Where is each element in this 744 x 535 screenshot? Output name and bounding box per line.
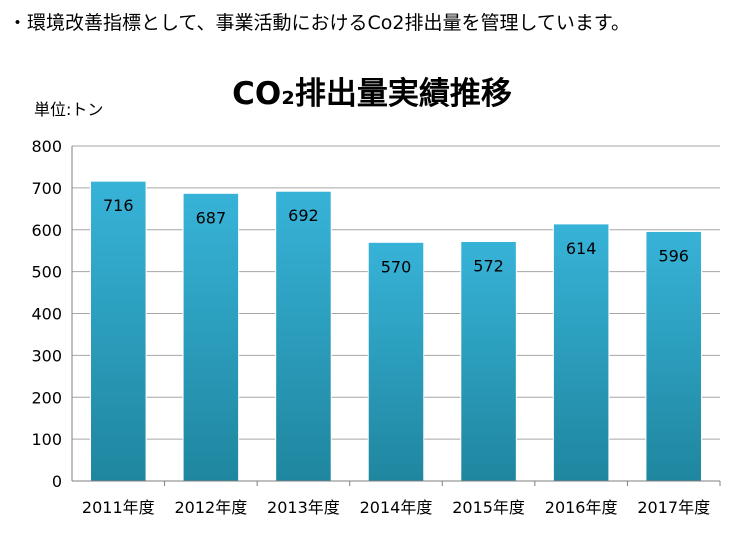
- y-tick-label: 400: [31, 305, 62, 324]
- y-tick-label: 700: [31, 179, 62, 198]
- bar: [182, 192, 240, 482]
- data-label: 596: [658, 246, 689, 265]
- y-tick-label: 300: [31, 346, 62, 365]
- y-tick-label: 800: [31, 137, 62, 156]
- data-label: 687: [196, 208, 227, 227]
- y-tick-label: 500: [31, 263, 62, 282]
- x-tick-label: 2013年度: [267, 498, 340, 517]
- x-tick-label: 2015年度: [452, 498, 525, 517]
- data-label: 614: [566, 239, 597, 258]
- x-tick-label: 2014年度: [360, 498, 433, 517]
- bar: [275, 190, 332, 482]
- bar: [90, 180, 147, 482]
- y-tick-label: 200: [31, 388, 62, 407]
- y-tick-label: 100: [31, 430, 62, 449]
- data-label: 716: [103, 196, 134, 215]
- bar: [460, 240, 517, 482]
- labels: 0 100 200 300 400 500 600 700 800 716 2011年度 687 201…: [31, 137, 710, 517]
- y-tick-label: 600: [31, 221, 62, 240]
- data-label: 570: [381, 257, 412, 276]
- axes: [71, 146, 721, 486]
- bar: [552, 223, 610, 482]
- x-tick-label: 2012年度: [174, 498, 247, 517]
- intro-text: ・環境改善指標として、事業活動におけるCo2排出量を管理しています。: [8, 12, 630, 34]
- y-tick-label: 0: [52, 472, 62, 491]
- data-label: 692: [288, 206, 319, 225]
- chart-title: CO₂排出量実績推移: [232, 76, 512, 112]
- x-tick-label: 2017年度: [637, 498, 710, 517]
- x-tick-label: 2016年度: [545, 498, 618, 517]
- bars: [90, 180, 702, 482]
- bar: [645, 230, 702, 482]
- bar: [367, 241, 425, 482]
- data-label: 572: [473, 256, 504, 275]
- x-tick-label: 2011年度: [82, 498, 155, 517]
- unit-label: 単位:トン: [34, 100, 104, 119]
